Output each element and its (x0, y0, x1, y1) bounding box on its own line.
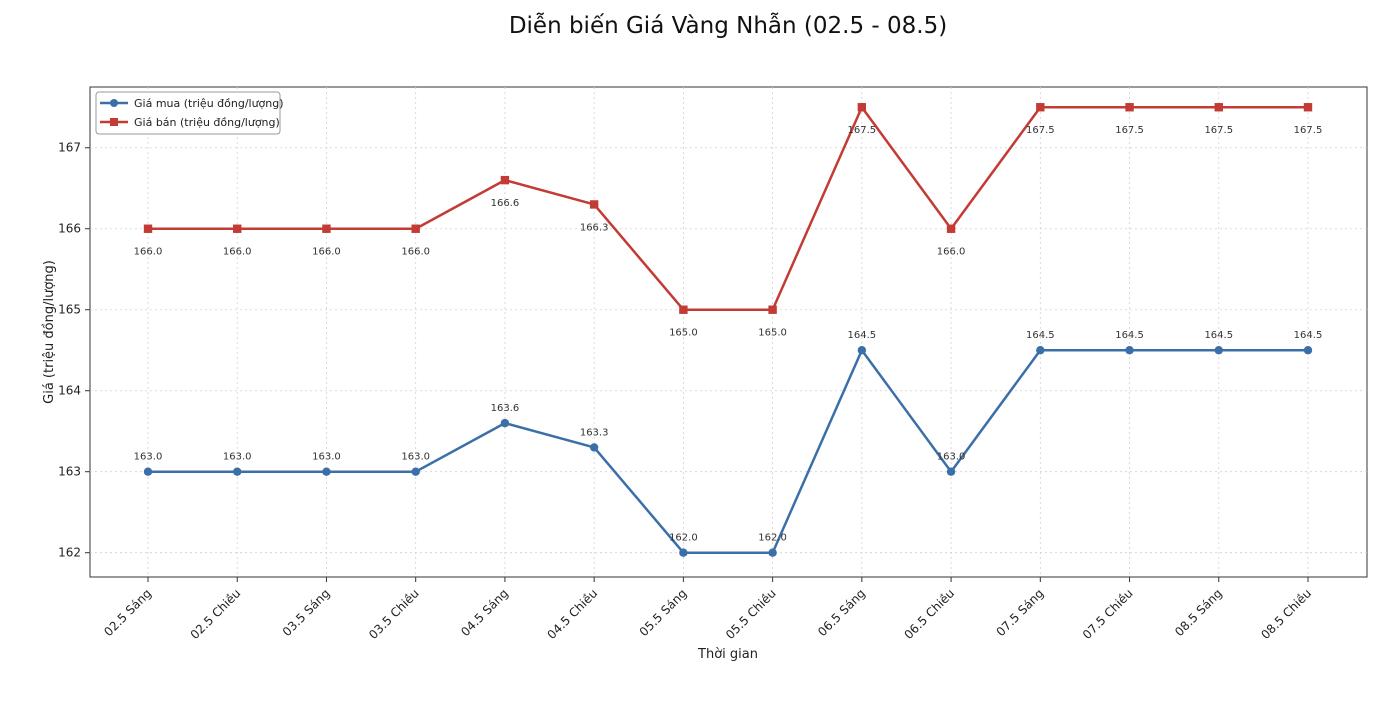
data-point-buy (857, 346, 867, 355)
data-point-sell (1036, 103, 1045, 112)
data-point-sell (1214, 103, 1223, 112)
data-label-sell: 166.0 (223, 247, 252, 258)
y-axis-label: Giá (triệu đồng/lượng) (42, 260, 57, 404)
series-line-buy (148, 348, 1308, 554)
data-label-buy: 164.5 (1204, 330, 1233, 341)
data-label-buy: 163.0 (312, 452, 341, 463)
data-point-buy (143, 467, 153, 476)
data-point-buy (1125, 346, 1134, 355)
legend-box (95, 91, 281, 135)
data-point-buy (500, 418, 510, 428)
data-point-sell (322, 224, 331, 233)
data-point-sell (411, 224, 420, 233)
data-label-sell: 165.0 (669, 328, 698, 339)
data-point-buy (1036, 346, 1045, 355)
x-tick-label: 02.5 Sáng (101, 586, 154, 639)
gridlines (90, 87, 1367, 577)
legend-label-sell: Giá bán (triệu đồng/lượng) (134, 116, 280, 129)
data-label-sell: 167.5 (1115, 125, 1144, 136)
data-label-sell: 166.3 (580, 222, 609, 233)
data-label-buy: 163.0 (937, 452, 966, 463)
x-axis-label: Thời gian (697, 647, 758, 662)
legend-label-buy: Giá mua (triệu đồng/lượng) (134, 97, 284, 110)
x-tick-label: 03.5 Chiều (366, 586, 422, 642)
data-label-sell: 167.5 (1294, 125, 1323, 136)
y-axis: 162 163 164 165 166 167 (58, 141, 90, 560)
legend-marker-buy (110, 99, 118, 107)
data-point-sell (500, 175, 510, 185)
data-label-sell: 166.0 (134, 247, 163, 258)
y-tick-label: 162 (58, 546, 81, 560)
x-tick-label: 04.5 Sáng (458, 586, 511, 639)
chart-title: Diễn biến Giá Vàng Nhẫn (02.5 - 08.5) (509, 11, 947, 39)
x-tick-label: 06.5 Chiều (901, 586, 957, 642)
data-label-sell: 167.5 (848, 125, 877, 136)
data-point-sell (1303, 103, 1313, 112)
y-tick-label: 165 (58, 303, 81, 317)
legend: Giá mua (triệu đồng/lượng) Giá bán (triệ… (95, 91, 284, 135)
x-axis: 02.5 Sáng 02.5 Chiều 03.5 Sáng 03.5 Chiều 04… (101, 577, 1314, 642)
x-tick-label: 08.5 Chiều (1258, 586, 1314, 642)
data-label-buy: 162.0 (758, 533, 787, 544)
data-point-buy (1303, 346, 1313, 355)
data-point-buy (322, 467, 331, 476)
data-point-sell (946, 224, 956, 233)
y-tick-label: 166 (58, 222, 81, 236)
plot-area (89, 86, 1368, 578)
data-point-buy (679, 548, 688, 557)
data-labels: 163.0 163.0 163.0 163.0 163.6 163.3 162.0 162.0… (134, 125, 1323, 543)
data-point-sell (857, 103, 867, 112)
x-tick-label: 05.5 Sáng (637, 586, 690, 639)
data-label-sell: 167.5 (1026, 125, 1055, 136)
data-point-buy (411, 467, 420, 476)
data-label-buy: 164.5 (1026, 330, 1055, 341)
data-point-buy (946, 467, 956, 476)
legend-marker-sell (110, 118, 118, 126)
y-tick-label: 163 (58, 465, 81, 479)
x-tick-label: 02.5 Chiều (188, 586, 244, 642)
data-point-buy (589, 443, 599, 452)
x-tick-label: 04.5 Chiều (545, 586, 601, 642)
data-label-sell: 167.5 (1204, 125, 1233, 136)
data-label-sell: 165.0 (758, 328, 787, 339)
data-point-buy (1214, 346, 1223, 355)
data-label-buy: 164.5 (1294, 330, 1323, 341)
data-point-sell (589, 200, 599, 209)
data-point-sell (1125, 103, 1134, 112)
x-tick-label: 08.5 Sáng (1172, 586, 1225, 639)
x-tick-label: 07.5 Sáng (994, 586, 1047, 639)
series-line-sell (148, 105, 1308, 311)
data-label-buy: 162.0 (669, 533, 698, 544)
data-label-sell: 166.0 (401, 247, 430, 258)
data-label-buy: 163.0 (401, 452, 430, 463)
data-point-sell (143, 224, 153, 233)
data-label-buy: 163.0 (134, 452, 163, 463)
data-point-sell (679, 305, 688, 314)
data-point-sell (768, 305, 777, 314)
x-tick-label: 05.5 Chiều (723, 586, 779, 642)
data-label-buy: 163.6 (491, 403, 520, 414)
data-point-buy (233, 467, 242, 476)
y-tick-label: 164 (58, 384, 81, 398)
data-point-buy (768, 548, 777, 557)
data-label-buy: 163.3 (580, 427, 609, 438)
data-point-sell (233, 224, 242, 233)
y-tick-label: 167 (58, 141, 81, 155)
data-label-buy: 164.5 (1115, 330, 1144, 341)
series-lines (143, 103, 1313, 557)
x-tick-label: 06.5 Sáng (815, 586, 868, 639)
x-tick-label: 03.5 Sáng (280, 586, 333, 639)
data-label-sell: 166.6 (491, 198, 520, 209)
data-label-sell: 166.0 (937, 247, 966, 258)
x-tick-label: 07.5 Chiều (1080, 586, 1136, 642)
data-label-sell: 166.0 (312, 247, 341, 258)
data-label-buy: 163.0 (223, 452, 252, 463)
data-label-buy: 164.5 (848, 330, 877, 341)
